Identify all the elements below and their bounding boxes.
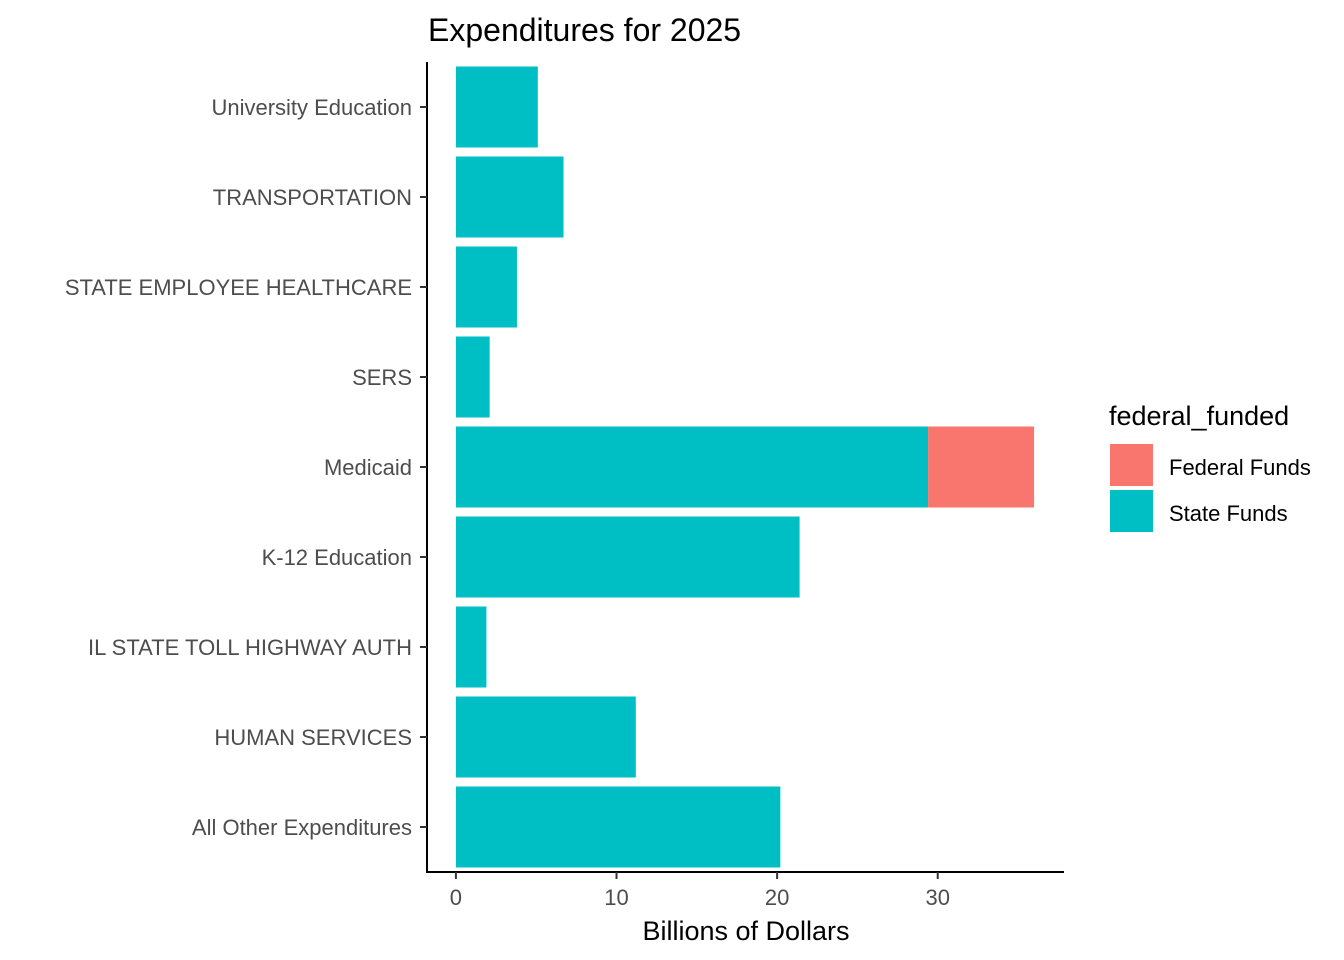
chart-title: Expenditures for 2025 (428, 12, 741, 48)
bar-transportation-state-funds (455, 156, 564, 238)
y-tick-label: IL STATE TOLL HIGHWAY AUTH (88, 635, 412, 660)
legend: federal_funded Federal Funds State Funds (1109, 401, 1311, 532)
y-tick-label: All Other Expenditures (192, 815, 412, 840)
bar-all-other-expenditures-state-funds (455, 786, 781, 868)
x-axis-ticks: 0 10 20 30 (450, 872, 950, 910)
x-tick-label: 0 (450, 885, 462, 910)
bar-university-education-state-funds (455, 66, 538, 148)
y-axis-ticks: University Education TRANSPORTATION STATE … (65, 95, 427, 840)
legend-title: federal_funded (1109, 401, 1289, 431)
x-tick-label: 10 (604, 885, 628, 910)
bar-human-services-state-funds (455, 696, 636, 778)
y-tick-label: Medicaid (324, 455, 412, 480)
bar-sers-state-funds (455, 336, 490, 418)
bar-il-state-toll-highway-auth-state-funds (455, 606, 487, 688)
x-tick-label: 20 (765, 885, 789, 910)
x-tick-label: 30 (925, 885, 949, 910)
bars-group (455, 66, 1035, 868)
bar-k-12-education-state-funds (455, 516, 800, 598)
legend-swatch-state-funds (1110, 490, 1153, 532)
x-axis-label: Billions of Dollars (642, 916, 849, 946)
y-tick-label: University Education (211, 95, 412, 120)
y-tick-label: HUMAN SERVICES (214, 725, 412, 750)
legend-label-state-funds: State Funds (1169, 501, 1288, 526)
legend-label-federal-funds: Federal Funds (1169, 455, 1311, 480)
y-tick-label: STATE EMPLOYEE HEALTHCARE (65, 275, 412, 300)
y-tick-label: SERS (352, 365, 412, 390)
bar-state-employee-healthcare-state-funds (455, 246, 517, 328)
legend-swatch-federal-funds (1110, 444, 1153, 486)
bar-medicaid-federal-funds (928, 426, 1035, 508)
y-tick-label: K-12 Education (262, 545, 412, 570)
y-tick-label: TRANSPORTATION (213, 185, 412, 210)
bar-medicaid-state-funds (455, 426, 929, 508)
